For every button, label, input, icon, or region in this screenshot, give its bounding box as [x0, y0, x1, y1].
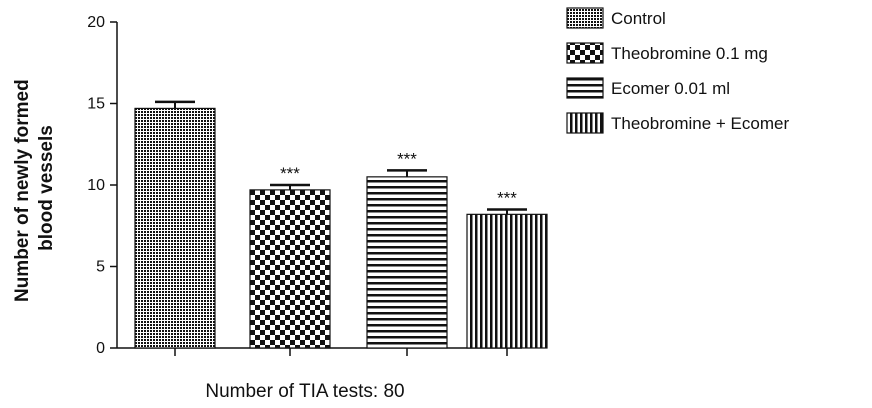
- legend-swatch-theobromine-ecomer: [566, 112, 604, 134]
- legend: Control Theobromine 0.1 mg Ecomer 0.01 ml T…: [566, 7, 789, 134]
- bars: *** *** ***: [134, 100, 548, 349]
- y-axis-title-line2: blood vessels: [36, 125, 57, 251]
- legend-label-ecomer-0-01-ml: Ecomer 0.01 ml: [611, 79, 730, 98]
- y-tick-label: 20: [87, 14, 105, 31]
- y-axis-title-line1: Number of newly formed: [12, 79, 33, 302]
- legend-swatch-control: [566, 7, 604, 29]
- x-ticks: [174, 348, 508, 356]
- y-tick-label: 15: [87, 96, 105, 113]
- y-tick-label: 0: [96, 340, 105, 357]
- y-ticks: 0 5 10 15 20: [87, 14, 117, 357]
- legend-label-theobromine-ecomer: Theobromine + Ecomer: [611, 114, 789, 133]
- significance-label: ***: [397, 149, 417, 168]
- y-tick-label: 10: [87, 177, 105, 194]
- bar-theobromine-0-1-mg: [249, 189, 331, 349]
- y-axis-title: Number of newly formed blood vessels: [12, 74, 57, 302]
- significance-label: ***: [497, 188, 517, 207]
- legend-swatch-ecomer-0-01-ml: [566, 77, 604, 99]
- legend-label-control: Control: [611, 9, 666, 28]
- significance-label: ***: [280, 164, 300, 183]
- x-axis-title: Number of TIA tests: 80: [205, 381, 404, 402]
- legend-label-theobromine-0-1-mg: Theobromine 0.1 mg: [611, 44, 768, 63]
- bar-control: [134, 107, 216, 349]
- legend-swatch-theobromine-0-1-mg: [566, 42, 604, 64]
- bar-theobromine-ecomer: [466, 213, 548, 349]
- bar-ecomer-0-01-ml: [366, 176, 448, 349]
- y-tick-label: 5: [96, 259, 105, 276]
